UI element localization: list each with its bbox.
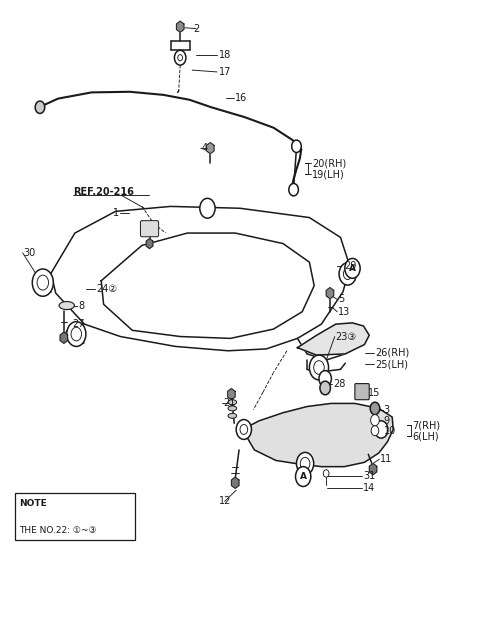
- Text: 23③: 23③: [336, 332, 357, 342]
- Text: 8: 8: [78, 301, 84, 310]
- Circle shape: [320, 381, 330, 395]
- Text: 18: 18: [218, 50, 231, 60]
- Bar: [15, 493, 135, 540]
- Circle shape: [178, 55, 182, 61]
- Text: 30: 30: [24, 248, 36, 258]
- Text: 2: 2: [193, 24, 199, 34]
- Circle shape: [37, 275, 48, 290]
- Text: 17: 17: [218, 67, 231, 77]
- Ellipse shape: [59, 302, 74, 310]
- Text: 25(LH): 25(LH): [375, 360, 408, 369]
- Circle shape: [319, 371, 331, 387]
- Circle shape: [370, 402, 380, 415]
- Text: 12: 12: [218, 496, 231, 506]
- Circle shape: [300, 457, 310, 469]
- Text: A: A: [349, 264, 356, 273]
- Circle shape: [35, 101, 45, 114]
- Text: 29: 29: [344, 261, 357, 271]
- Circle shape: [314, 361, 324, 374]
- Circle shape: [292, 140, 301, 153]
- Circle shape: [297, 452, 314, 474]
- Text: 19(LH): 19(LH): [312, 169, 345, 179]
- Circle shape: [240, 425, 248, 435]
- Text: 16: 16: [235, 93, 248, 103]
- Text: 7(RH): 7(RH): [412, 420, 441, 430]
- Text: NOTE: NOTE: [19, 499, 47, 509]
- Circle shape: [289, 183, 299, 196]
- Text: 26(RH): 26(RH): [375, 348, 409, 358]
- Text: 24②: 24②: [96, 284, 118, 294]
- Text: 5: 5: [338, 294, 344, 304]
- Text: 11: 11: [380, 454, 393, 465]
- Text: 20(RH): 20(RH): [312, 158, 346, 168]
- Text: 9: 9: [384, 416, 390, 426]
- Polygon shape: [146, 238, 153, 248]
- Text: A: A: [300, 472, 307, 481]
- Polygon shape: [242, 404, 393, 466]
- Text: 21: 21: [223, 399, 236, 409]
- Text: 31: 31: [363, 471, 375, 481]
- Circle shape: [323, 469, 329, 477]
- Text: 28: 28: [333, 379, 346, 389]
- Text: 4: 4: [202, 143, 208, 153]
- Text: THE NO.22: ①~③: THE NO.22: ①~③: [19, 526, 96, 535]
- Circle shape: [296, 466, 311, 486]
- Ellipse shape: [228, 414, 237, 419]
- Polygon shape: [60, 332, 68, 343]
- Circle shape: [71, 327, 82, 341]
- Text: 6(LH): 6(LH): [412, 431, 439, 442]
- Polygon shape: [369, 463, 377, 474]
- Text: 27: 27: [72, 319, 85, 329]
- Circle shape: [67, 322, 86, 347]
- Text: 13: 13: [338, 307, 350, 317]
- Circle shape: [371, 415, 379, 426]
- Text: 14: 14: [363, 483, 375, 493]
- Polygon shape: [228, 389, 235, 400]
- Polygon shape: [231, 477, 239, 488]
- Text: 10: 10: [384, 427, 396, 437]
- Circle shape: [200, 198, 215, 218]
- Circle shape: [371, 426, 379, 436]
- Text: 1: 1: [113, 207, 120, 217]
- Circle shape: [32, 269, 53, 296]
- Polygon shape: [326, 288, 334, 299]
- Circle shape: [339, 263, 356, 285]
- Circle shape: [310, 355, 328, 380]
- Text: REF.20-216: REF.20-216: [73, 186, 134, 196]
- Ellipse shape: [228, 406, 237, 411]
- Polygon shape: [298, 323, 369, 355]
- Circle shape: [374, 421, 388, 438]
- FancyBboxPatch shape: [355, 384, 369, 400]
- Circle shape: [174, 50, 186, 65]
- Circle shape: [345, 258, 360, 278]
- Circle shape: [236, 420, 252, 440]
- Text: 15: 15: [368, 388, 381, 398]
- Circle shape: [343, 268, 352, 279]
- Text: 1: 1: [204, 204, 210, 213]
- Polygon shape: [177, 21, 184, 32]
- FancyBboxPatch shape: [141, 220, 158, 237]
- Polygon shape: [206, 143, 214, 154]
- Text: 3: 3: [384, 405, 390, 415]
- Ellipse shape: [228, 400, 237, 405]
